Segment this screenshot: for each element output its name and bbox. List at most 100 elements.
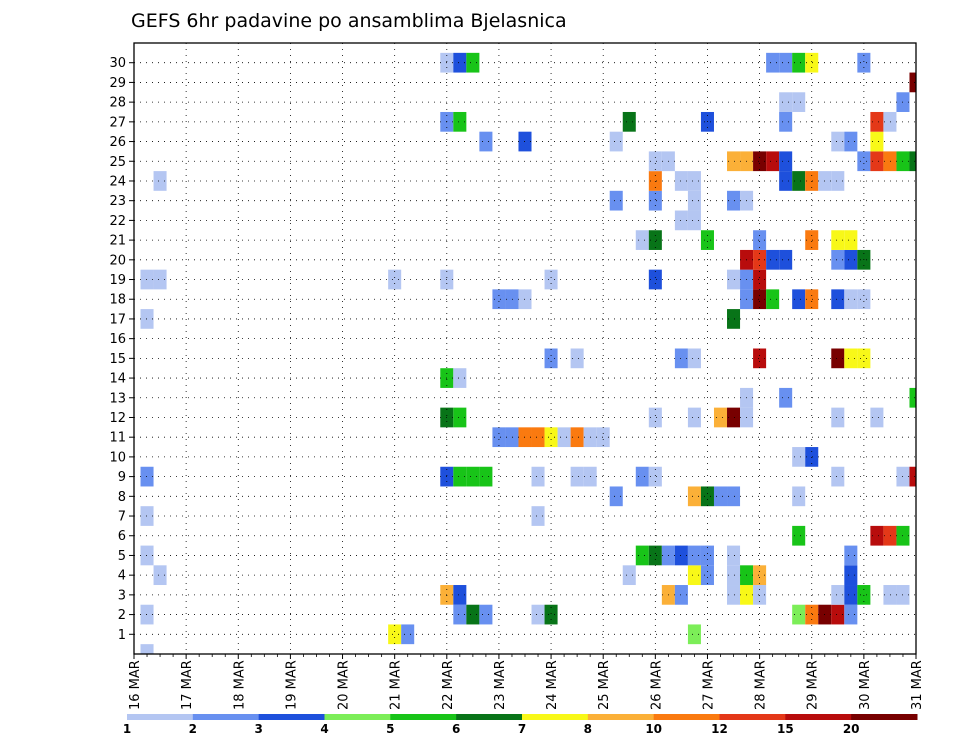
- cell: [831, 230, 845, 250]
- cell: [792, 604, 806, 625]
- cell: [674, 210, 688, 231]
- x-tick-label: 20 MAR: [337, 660, 352, 710]
- cell: [687, 624, 701, 645]
- cell: [792, 92, 806, 112]
- cell: [466, 466, 480, 487]
- y-tick-label: 20: [109, 253, 126, 268]
- y-tick-label: 22: [109, 214, 126, 229]
- legend-label: 8: [584, 722, 592, 736]
- y-tick-label: 11: [109, 431, 126, 446]
- y-tick-label: 24: [109, 174, 126, 189]
- y-tick-label: 27: [109, 115, 126, 130]
- y-tick-label: 15: [109, 352, 126, 367]
- x-tick-label: 22 MAR: [441, 660, 456, 710]
- cell: [909, 466, 916, 487]
- y-tick-label: 16: [109, 332, 126, 347]
- cell: [648, 466, 662, 487]
- cell: [140, 309, 154, 329]
- cells-layer: [140, 52, 916, 654]
- legend-swatch: [456, 714, 523, 720]
- cell: [674, 585, 688, 605]
- cell: [805, 447, 819, 467]
- cell: [648, 190, 662, 211]
- cell: [544, 348, 558, 369]
- cell: [466, 604, 480, 625]
- cell: [674, 545, 688, 566]
- cell: [779, 249, 793, 270]
- cell: [687, 210, 701, 231]
- cell: [792, 486, 806, 507]
- cell: [766, 249, 780, 270]
- cell: [779, 52, 793, 73]
- x-tick-label: 30 MAR: [858, 660, 873, 710]
- cell: [505, 427, 519, 448]
- cell: [792, 52, 806, 73]
- y-tick-label: 23: [109, 194, 126, 209]
- cell: [844, 585, 858, 605]
- y-tick-label: 6: [118, 529, 126, 544]
- legend-label: 10: [645, 722, 662, 736]
- grid-layer: [134, 43, 916, 654]
- cell: [570, 427, 584, 448]
- cell: [753, 230, 767, 250]
- cell: [727, 545, 741, 566]
- cell: [870, 525, 884, 546]
- cell: [727, 565, 741, 586]
- cell: [479, 466, 493, 487]
- cell: [492, 289, 506, 310]
- cell: [466, 52, 480, 73]
- y-tick-label: 30: [109, 56, 126, 71]
- cell: [870, 407, 884, 428]
- legend-swatch: [324, 714, 391, 720]
- legend-label: 15: [777, 722, 794, 736]
- x-tick-label: 18 MAR: [232, 660, 247, 710]
- cell: [453, 407, 467, 428]
- x-tick-label: 17 MAR: [180, 660, 195, 710]
- chart-title: GEFS 6hr padavine po ansamblima Bjelasni…: [131, 10, 567, 32]
- cell: [140, 604, 154, 625]
- cell: [648, 171, 662, 191]
- legend-label: 7: [518, 722, 526, 736]
- cell: [779, 387, 793, 408]
- y-tick-label: 13: [109, 391, 126, 406]
- cell: [844, 131, 858, 152]
- cell: [753, 269, 767, 290]
- y-axis: 1234567891011121314151617181920212223242…: [109, 56, 134, 643]
- cell: [713, 486, 728, 507]
- cell: [844, 565, 858, 586]
- cell: [857, 585, 871, 605]
- cell: [453, 604, 467, 625]
- cell: [909, 151, 916, 172]
- x-tick-label: 26 MAR: [649, 660, 664, 710]
- cell: [727, 269, 741, 290]
- cell: [727, 407, 741, 428]
- cell: [870, 111, 884, 132]
- cell: [857, 52, 871, 73]
- legend-swatch: [390, 714, 457, 720]
- cell: [140, 545, 154, 566]
- y-tick-label: 12: [109, 411, 126, 426]
- y-tick-label: 19: [109, 273, 126, 288]
- cell: [844, 604, 858, 625]
- y-tick-label: 28: [109, 96, 126, 111]
- cell: [140, 506, 154, 526]
- cell: [883, 525, 897, 546]
- cell: [753, 348, 767, 369]
- cell: [635, 230, 649, 250]
- cell: [792, 447, 806, 467]
- legend-label: 6: [452, 722, 460, 736]
- cell: [844, 545, 858, 566]
- x-axis: 16 MAR 17 MAR 18 MAR 19 MAR 20 MAR 21 MAR 22 M…: [128, 654, 925, 710]
- x-tick-label: 27 MAR: [701, 660, 716, 710]
- x-tick-label: 21 MAR: [389, 660, 404, 710]
- cell: [687, 486, 701, 507]
- cell: [596, 427, 610, 448]
- cell: [792, 171, 806, 191]
- cell: [700, 486, 714, 507]
- cell: [648, 230, 662, 250]
- y-tick-label: 17: [109, 312, 126, 327]
- cell: [570, 466, 584, 487]
- cell: [544, 269, 558, 290]
- cell: [700, 545, 714, 566]
